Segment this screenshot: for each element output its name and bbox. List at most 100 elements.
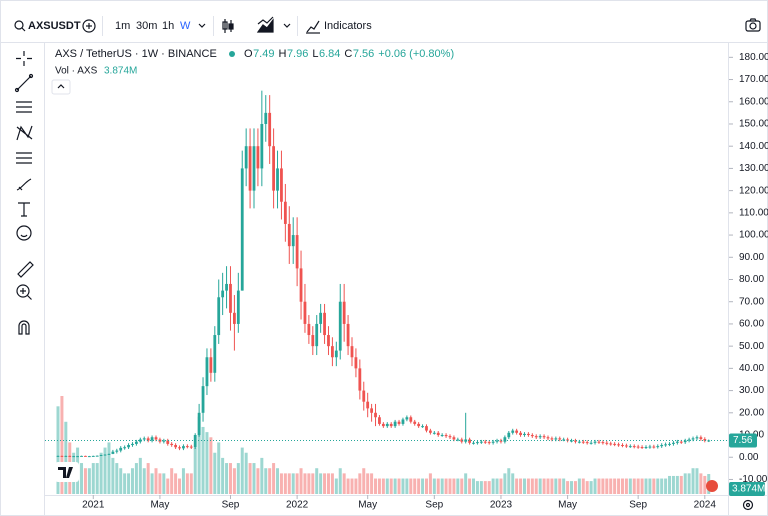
volume-bar [550,478,554,494]
candle-body [209,357,213,373]
volume-bar [323,473,327,494]
search-icon[interactable] [14,20,26,32]
candle-body [625,445,628,447]
volume-bar [409,478,413,494]
drawing-tools[interactable] [14,51,34,335]
add-symbol[interactable] [82,19,96,33]
candle-body [236,290,240,324]
symbol[interactable]: AXSUSDT [28,20,81,32]
candle-body [523,433,526,436]
volume-bar [644,478,648,494]
indicators[interactable]: Indicators [324,20,372,32]
candle-body [87,456,91,458]
candle-body [479,441,483,443]
volume-bar [107,442,111,494]
legend-high: 7.96 [287,48,308,60]
legend-c: C [344,48,352,60]
chevron[interactable] [283,23,291,28]
legend-h: H [278,48,286,60]
volume-bar [138,457,142,494]
candle-body [432,432,436,434]
indicators-icon[interactable] [306,20,320,34]
y-tick-label: 40.00 [739,363,764,374]
candle-body [683,440,687,443]
interval[interactable]: 30m [136,20,157,32]
volume-bar [675,475,679,494]
interval[interactable]: 1m [115,20,130,32]
candle-body [111,451,115,454]
volume-bar [287,473,291,494]
y-tick-label: 80.00 [739,274,764,285]
candle-body [593,441,597,443]
candle-body [691,438,695,440]
volume-bar [472,478,476,494]
candle-body [444,435,448,437]
settings-icon[interactable] [742,499,754,511]
candle-body [562,439,566,441]
camera-icon[interactable] [745,18,761,32]
volume-bar [268,468,272,494]
candle-body [311,335,315,347]
candle-body [699,437,703,440]
candle-body [283,201,287,224]
volume-bar [609,478,613,494]
volume-bar [123,473,127,494]
volume-bar [193,447,197,494]
volume-bar [632,478,636,494]
candle-body [695,437,699,439]
y-tick-label: 0.00 [739,452,759,463]
volume-bar [432,478,436,494]
volume-bar [279,473,283,494]
collapse-icon[interactable] [57,84,65,89]
candle-body [154,437,158,440]
volume-bar [127,473,131,494]
candle-body [589,442,593,444]
volume-title: Vol · AXS [55,66,98,77]
volume-bar [189,473,193,494]
candle-body [554,438,558,440]
interval-active[interactable]: W [180,20,191,32]
volume-bar [299,468,303,494]
candle-body [197,412,201,436]
volume-bar [248,463,252,494]
volume-bar [115,463,119,494]
candle-icon[interactable] [222,19,234,33]
x-tick-label: May [358,500,377,511]
volume-bar [679,475,683,494]
volume-bar [146,463,150,494]
y-tick-label: 60.00 [739,319,764,330]
volume-bar [413,478,417,494]
volume-bar [362,468,366,494]
volume-bar [460,478,464,494]
candle-body [703,439,707,441]
candle-body [217,297,221,336]
volume-bar [440,478,444,494]
candle-body [68,455,72,457]
candle-body [613,443,617,445]
volume-bar [546,478,550,494]
volume-bar [201,426,205,494]
collapse-button[interactable] [51,79,71,95]
volume-bar [228,463,232,494]
candle-body [527,433,530,436]
volume-bar [397,478,401,494]
volume-bar [475,481,479,494]
candle-body [174,445,177,448]
volume-bar [695,468,699,494]
volume-bar [236,463,240,494]
candle-body [162,440,166,442]
candle-body [660,445,664,447]
candle-body [405,417,409,420]
chevron[interactable] [198,23,206,28]
volume-bar [87,468,91,494]
volume-bar [683,473,687,494]
candle-body [472,442,475,444]
candle-body [425,426,428,431]
area-icon[interactable] [256,16,274,33]
candle-body [491,441,495,443]
volume-bar [370,473,374,494]
candle-body [644,447,648,449]
volume-bar [464,473,468,494]
interval[interactable]: 1h [162,20,174,32]
